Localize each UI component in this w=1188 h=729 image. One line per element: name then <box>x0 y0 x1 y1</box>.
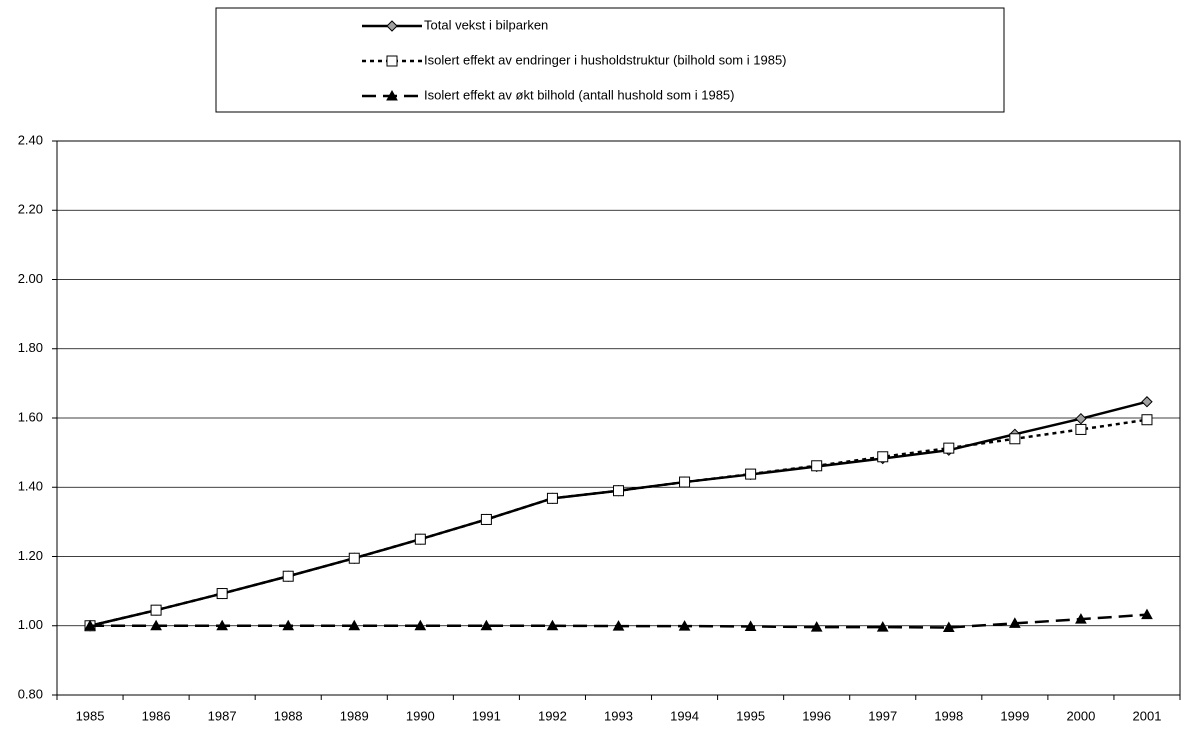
marker <box>150 619 162 631</box>
y-tick-label: 1.00 <box>18 617 43 632</box>
x-tick-label: 1992 <box>538 708 567 723</box>
x-tick-label: 1997 <box>868 708 897 723</box>
y-tick-label: 2.20 <box>18 202 43 217</box>
marker <box>348 619 361 631</box>
marker <box>348 552 360 564</box>
x-tick-label: 1987 <box>208 708 237 723</box>
marker <box>480 619 493 631</box>
marker <box>943 442 955 454</box>
marker <box>150 604 162 616</box>
marker <box>1141 608 1153 620</box>
marker <box>679 476 691 488</box>
marker <box>810 621 823 632</box>
legend-box <box>215 7 1005 113</box>
x-tick-label: 1985 <box>76 708 105 723</box>
x-tick-label: 1989 <box>340 708 369 723</box>
marker <box>282 570 294 582</box>
y-tick-label: 1.80 <box>18 340 43 355</box>
marker <box>414 533 426 545</box>
x-tick-label: 2000 <box>1066 708 1095 723</box>
x-tick-label: 1988 <box>274 708 303 723</box>
marker <box>744 620 757 631</box>
x-tick-label: 2001 <box>1133 708 1162 723</box>
marker <box>811 460 823 472</box>
marker <box>877 451 889 463</box>
marker <box>386 89 398 101</box>
marker <box>216 588 228 600</box>
x-tick-label: 1999 <box>1000 708 1029 723</box>
marker <box>546 619 559 631</box>
legend-label: Isolert effekt av endringer i husholdstr… <box>424 52 787 67</box>
series-line <box>89 400 1148 627</box>
y-tick-label: 1.60 <box>18 409 43 424</box>
y-tick-label: 1.20 <box>18 548 43 563</box>
marker <box>1075 613 1087 624</box>
marker <box>546 492 558 504</box>
marker <box>1141 414 1153 426</box>
legend-label: Isolert effekt av økt bilhold (antall hu… <box>424 87 734 102</box>
y-tick-label: 0.80 <box>18 686 43 701</box>
marker <box>386 20 398 32</box>
marker <box>1009 617 1021 628</box>
x-tick-label: 1996 <box>802 708 831 723</box>
marker <box>1009 433 1021 445</box>
x-tick-label: 1998 <box>934 708 963 723</box>
y-tick-label: 2.40 <box>18 132 43 147</box>
x-tick-label: 1990 <box>406 708 435 723</box>
marker <box>414 619 427 631</box>
marker <box>613 485 624 497</box>
x-tick-label: 1991 <box>472 708 501 723</box>
x-tick-label: 1994 <box>670 708 699 723</box>
marker <box>612 620 625 631</box>
x-tick-label: 1993 <box>604 708 633 723</box>
marker <box>876 621 889 632</box>
marker <box>216 619 228 631</box>
y-tick-label: 2.00 <box>18 271 43 286</box>
x-tick-label: 1986 <box>142 708 171 723</box>
marker <box>942 621 955 632</box>
marker <box>84 619 96 631</box>
marker <box>1141 396 1153 408</box>
marker <box>480 513 492 525</box>
marker <box>745 468 757 480</box>
marker <box>1075 412 1087 425</box>
marker <box>1075 423 1087 435</box>
y-tick-label: 1.40 <box>18 479 43 494</box>
x-tick-label: 1995 <box>736 708 765 723</box>
marker <box>282 619 295 631</box>
legend-label: Total vekst i bilparken <box>424 17 548 32</box>
marker <box>678 620 691 631</box>
series-line <box>89 418 1148 627</box>
marker <box>386 55 398 67</box>
